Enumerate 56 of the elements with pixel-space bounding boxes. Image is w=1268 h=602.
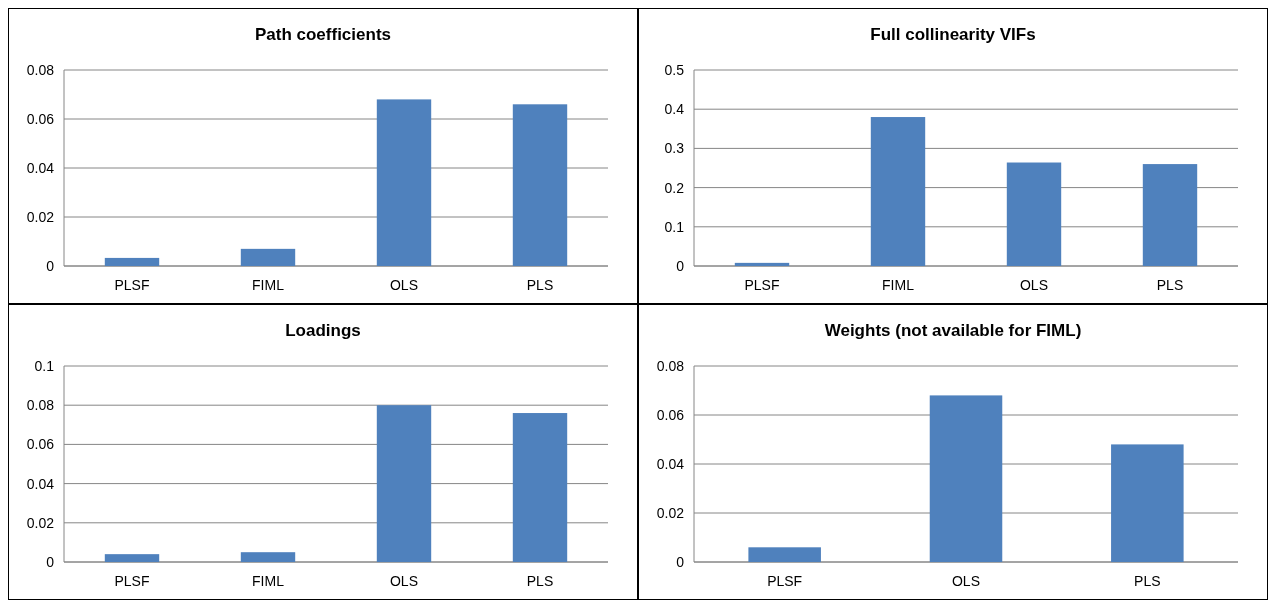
- bar: [376, 99, 432, 266]
- bar: [104, 257, 160, 266]
- x-tick-label: FIML: [252, 573, 285, 589]
- y-tick-label: 0.2: [664, 179, 685, 196]
- y-tick-label: 0.06: [26, 110, 55, 127]
- bar: [512, 104, 568, 266]
- y-tick-label: 0.08: [26, 397, 55, 414]
- y-tick-label: 0.08: [26, 61, 55, 78]
- chart-title: Full collinearity VIFs: [870, 25, 1036, 44]
- y-tick-label: 0.04: [26, 159, 55, 176]
- bar: [1111, 444, 1184, 562]
- x-tick-label: FIML: [252, 277, 285, 293]
- x-tick-label: PLS: [526, 277, 554, 293]
- chart-title: Weights (not available for FIML): [824, 321, 1082, 340]
- bar: [1006, 162, 1062, 266]
- x-tick-label: OLS: [1019, 277, 1049, 293]
- y-tick-label: 0.02: [26, 208, 55, 225]
- y-tick-label: 0: [46, 257, 55, 274]
- bar: [1142, 164, 1198, 266]
- y-tick-label: 0.5: [664, 61, 685, 78]
- chart-title: Loadings: [285, 321, 361, 340]
- y-tick-label: 0.08: [656, 357, 685, 374]
- y-tick-label: 0: [676, 257, 685, 274]
- x-tick-label: PLS: [526, 573, 554, 589]
- x-tick-label: PLSF: [114, 277, 150, 293]
- x-tick-label: PLSF: [744, 277, 780, 293]
- bar: [512, 413, 568, 562]
- y-tick-label: 0.02: [26, 514, 55, 531]
- chart-title: Path coefficients: [254, 25, 392, 44]
- y-tick-label: 0.02: [656, 504, 685, 521]
- x-tick-label: FIML: [882, 277, 915, 293]
- y-tick-label: 0: [46, 553, 55, 570]
- x-tick-label: OLS: [389, 277, 419, 293]
- y-tick-label: 0.3: [664, 140, 685, 157]
- x-tick-label: PLS: [1134, 573, 1161, 589]
- bar: [748, 547, 821, 562]
- y-tick-label: 0.1: [34, 357, 55, 374]
- x-tick-label: PLS: [1156, 277, 1184, 293]
- x-tick-label: OLS: [389, 573, 419, 589]
- y-tick-label: 0: [676, 553, 685, 570]
- x-tick-label: PLSF: [114, 573, 150, 589]
- bar: [734, 262, 790, 266]
- y-tick-label: 0.4: [664, 101, 685, 118]
- bar: [376, 405, 432, 562]
- bar: [240, 552, 296, 562]
- bar: [104, 554, 160, 562]
- y-tick-label: 0.04: [26, 475, 55, 492]
- y-tick-label: 0.06: [26, 436, 55, 453]
- bar: [929, 395, 1003, 562]
- x-tick-label: PLSF: [767, 573, 803, 589]
- bar: [870, 117, 926, 266]
- y-tick-label: 0.04: [656, 455, 685, 472]
- bar: [240, 248, 296, 266]
- x-tick-label: OLS: [951, 573, 981, 589]
- y-tick-label: 0.06: [656, 406, 685, 423]
- y-tick-label: 0.1: [664, 218, 685, 235]
